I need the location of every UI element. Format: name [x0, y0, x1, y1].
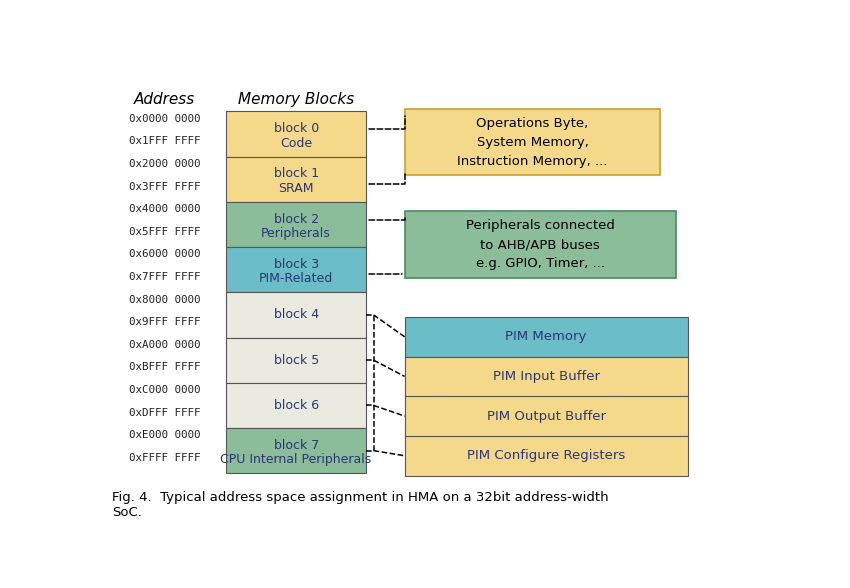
Text: Operations Byte,
System Memory,
Instruction Memory, ...: Operations Byte, System Memory, Instruct… — [457, 116, 608, 168]
Text: 0x5FFF FFFF: 0x5FFF FFFF — [128, 227, 200, 237]
Text: block 0: block 0 — [274, 122, 319, 135]
Text: 0x8000 0000: 0x8000 0000 — [128, 295, 200, 305]
Text: block 3: block 3 — [274, 258, 319, 271]
Text: PIM Memory: PIM Memory — [506, 330, 586, 343]
Bar — [405, 109, 660, 175]
Bar — [226, 156, 366, 202]
Bar — [405, 356, 688, 396]
Text: 0x0000 0000: 0x0000 0000 — [128, 113, 200, 123]
Text: 0xC000 0000: 0xC000 0000 — [128, 385, 200, 395]
Text: 0x2000 0000: 0x2000 0000 — [128, 159, 200, 169]
Text: 0x9FFF FFFF: 0x9FFF FFFF — [128, 318, 200, 328]
Text: Peripherals connected
to AHB/APB buses
e.g. GPIO, Timer, ...: Peripherals connected to AHB/APB buses e… — [466, 219, 615, 270]
Text: Fig. 4.  Typical address space assignment in HMA on a 32bit address-width
SoC.: Fig. 4. Typical address space assignment… — [112, 491, 609, 519]
Text: SRAM: SRAM — [278, 182, 314, 195]
Text: 0x1FFF FFFF: 0x1FFF FFFF — [128, 136, 200, 146]
Text: CPU Internal Peripherals: CPU Internal Peripherals — [220, 453, 371, 466]
Bar — [226, 338, 366, 383]
Text: Memory Blocks: Memory Blocks — [238, 92, 354, 107]
Bar — [405, 212, 676, 279]
Text: PIM Output Buffer: PIM Output Buffer — [486, 410, 605, 423]
Bar — [405, 436, 688, 476]
Text: PIM Input Buffer: PIM Input Buffer — [492, 370, 599, 383]
Text: PIM Configure Registers: PIM Configure Registers — [467, 449, 626, 462]
Bar — [226, 202, 366, 247]
Text: 0x3FFF FFFF: 0x3FFF FFFF — [128, 182, 200, 192]
Text: 0xE000 0000: 0xE000 0000 — [128, 430, 200, 440]
Bar — [226, 292, 366, 338]
Bar — [226, 383, 366, 428]
Text: Peripherals: Peripherals — [261, 227, 331, 240]
Text: PIM-Related: PIM-Related — [259, 272, 333, 285]
Text: block 1: block 1 — [274, 168, 319, 181]
Text: 0x7FFF FFFF: 0x7FFF FFFF — [128, 272, 200, 282]
Text: 0xDFFF FFFF: 0xDFFF FFFF — [128, 407, 200, 417]
Bar — [226, 111, 366, 156]
Text: Address: Address — [133, 92, 195, 107]
Text: Code: Code — [280, 137, 312, 150]
Text: block 4: block 4 — [274, 309, 319, 322]
Text: block 7: block 7 — [274, 439, 319, 452]
Text: 0xBFFF FFFF: 0xBFFF FFFF — [128, 362, 200, 372]
Text: 0x6000 0000: 0x6000 0000 — [128, 249, 200, 259]
Bar — [226, 428, 366, 473]
Text: 0x4000 0000: 0x4000 0000 — [128, 204, 200, 214]
Bar — [405, 396, 688, 436]
Text: 0xA000 0000: 0xA000 0000 — [128, 340, 200, 350]
Text: block 6: block 6 — [274, 399, 319, 412]
Text: 0xFFFF FFFF: 0xFFFF FFFF — [128, 453, 200, 463]
Text: block 5: block 5 — [274, 353, 319, 367]
Text: block 2: block 2 — [274, 213, 319, 226]
Bar — [405, 317, 688, 356]
Bar — [226, 247, 366, 292]
